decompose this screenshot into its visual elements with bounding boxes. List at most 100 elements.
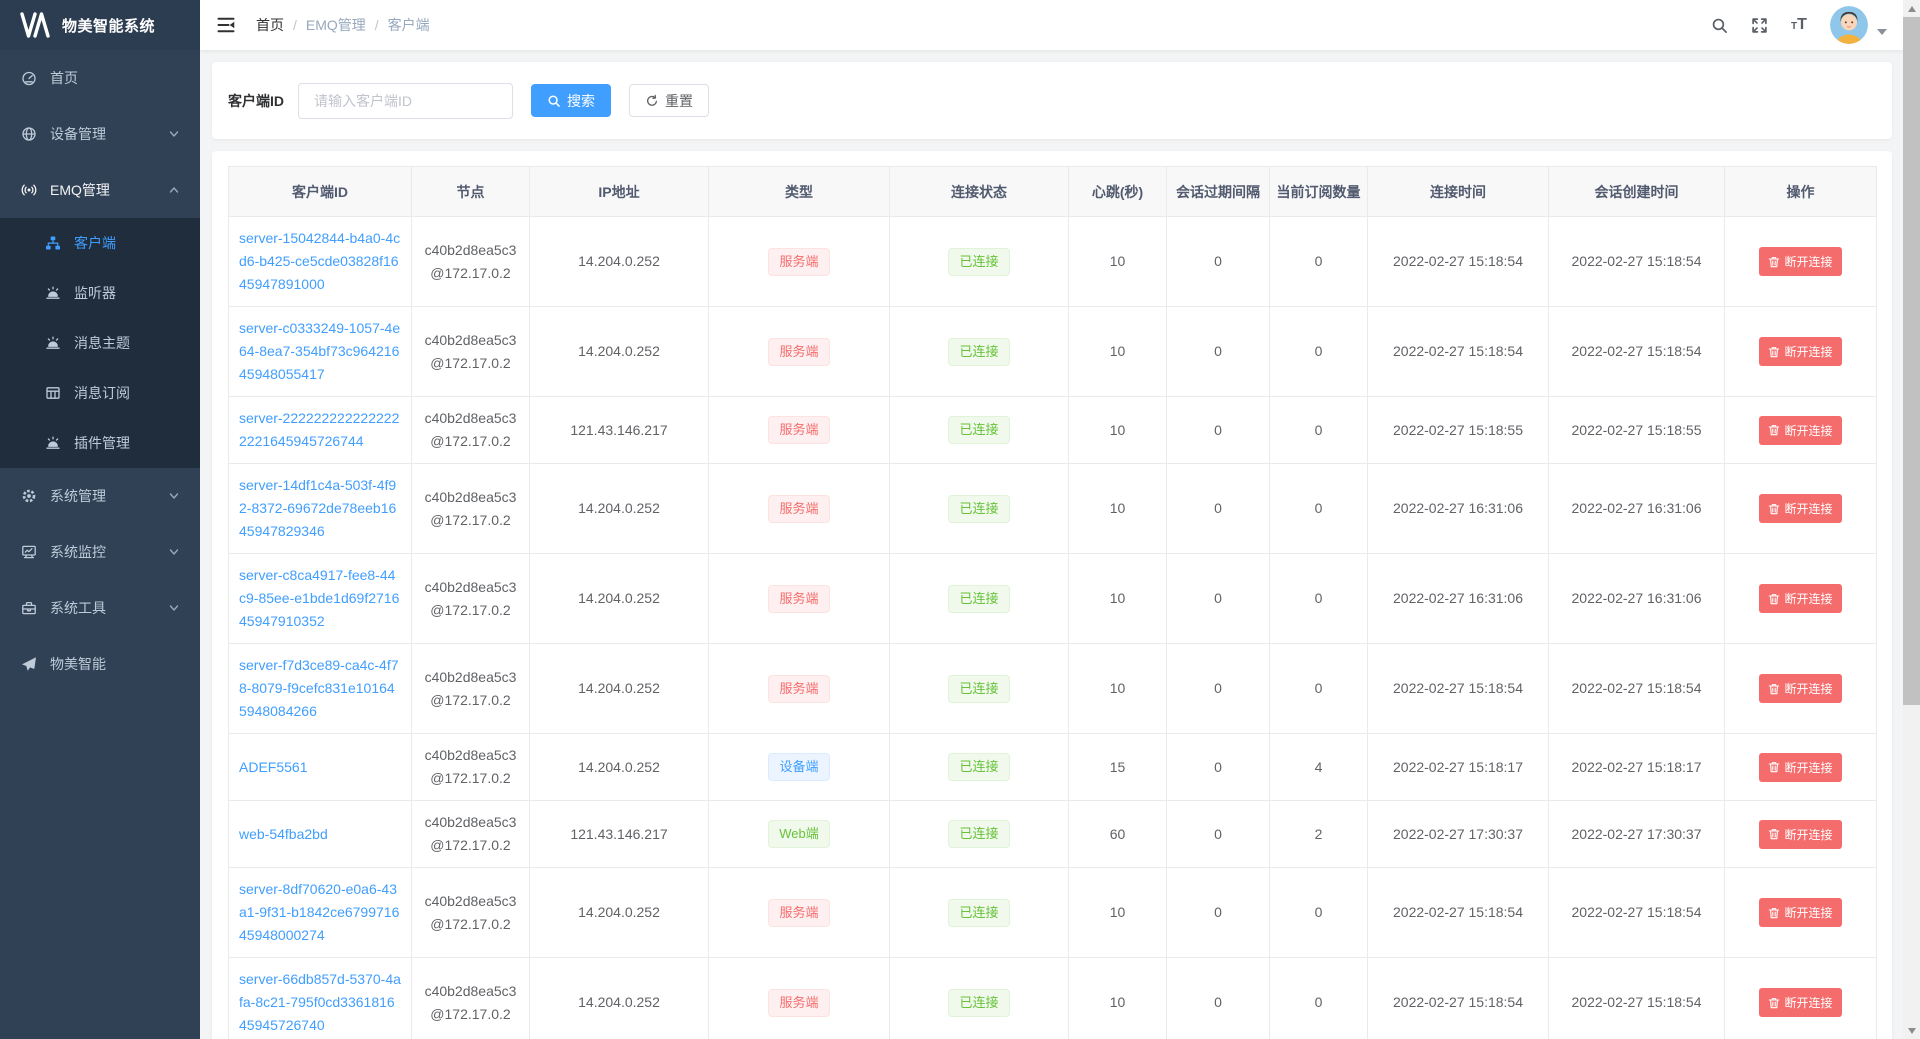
client-id-link[interactable]: web-54fba2bd: [239, 825, 328, 842]
status-badge: 已连接: [948, 247, 1010, 276]
session-created-cell: 2022-02-27 15:18:54: [1548, 216, 1725, 307]
avatar[interactable]: [1830, 6, 1868, 44]
heartbeat-cell: 10: [1068, 306, 1167, 397]
connected-at-cell: 2022-02-27 17:30:37: [1367, 800, 1549, 868]
chevron-down-icon: [168, 546, 180, 558]
heartbeat-cell: 10: [1068, 867, 1167, 958]
disconnect-label: 断开连接: [1784, 760, 1833, 775]
disconnect-button[interactable]: 断开连接: [1759, 674, 1842, 703]
chevron-down-icon: [168, 490, 180, 502]
heartbeat-cell: 10: [1068, 396, 1167, 464]
disconnect-button[interactable]: 断开连接: [1759, 247, 1842, 276]
type-badge: Web端: [768, 820, 830, 848]
connected-at-cell: 2022-02-27 16:31:06: [1367, 463, 1549, 554]
user-menu[interactable]: [1830, 6, 1887, 44]
trash-icon: [1769, 256, 1780, 267]
disconnect-button[interactable]: 断开连接: [1759, 337, 1842, 366]
disconnect-button[interactable]: 断开连接: [1759, 494, 1842, 523]
search-button[interactable]: 搜索: [531, 84, 611, 117]
disconnect-button[interactable]: 断开连接: [1759, 584, 1842, 613]
client-id-link[interactable]: server-8df70620-e0a6-43a1-9f31-b1842ce67…: [239, 881, 400, 943]
sidebar-item-label: 消息订阅: [74, 385, 130, 401]
column-header: 节点: [411, 166, 530, 217]
client-id-link[interactable]: server-14df1c4a-503f-4f92-8372-69672de78…: [239, 477, 397, 539]
sidebar-item-插件管理[interactable]: 插件管理: [0, 418, 200, 468]
subscriptions-cell: 0: [1269, 396, 1368, 464]
node-cell: c40b2d8ea5c3@172.17.0.2: [411, 643, 530, 734]
breadcrumb-separator: /: [293, 17, 297, 33]
search-icon[interactable]: [1702, 5, 1736, 45]
sidebar-item-系统管理[interactable]: 系统管理: [0, 468, 200, 524]
type-badge: 服务端: [768, 247, 830, 276]
status-badge: 已连接: [948, 337, 1010, 366]
breadcrumb-home[interactable]: 首页: [256, 17, 284, 33]
sidebar-item-系统监控[interactable]: 系统监控: [0, 524, 200, 580]
ip-cell: 14.204.0.252: [529, 867, 709, 958]
ip-cell: 14.204.0.252: [529, 306, 709, 397]
menu-fold-icon[interactable]: [216, 14, 238, 36]
page-scrollbar[interactable]: [1903, 0, 1920, 1039]
top-navbar: 首页 / EMQ管理 / 客户端 TT: [200, 0, 1903, 50]
sidebar-item-监听器[interactable]: 监听器: [0, 268, 200, 318]
sidebar-item-物美智能[interactable]: 物美智能: [0, 636, 200, 692]
client-id-link[interactable]: server-15042844-b4a0-4cd6-b425-ce5cde038…: [239, 230, 401, 292]
sidebar-item-label: 消息主题: [74, 335, 130, 351]
status-badge: 已连接: [948, 416, 1010, 444]
sitemap-icon: [44, 234, 62, 252]
disconnect-button[interactable]: 断开连接: [1759, 898, 1842, 927]
client-id-link[interactable]: server-66db857d-5370-4afa-8c21-795f0cd33…: [239, 971, 401, 1033]
scroll-up-arrow-icon[interactable]: [1903, 0, 1920, 17]
table-row: web-54fba2bd c40b2d8ea5c3@172.17.0.2 121…: [228, 800, 1877, 868]
session-expiry-cell: 0: [1166, 643, 1270, 734]
app-title: 物美智能系统: [62, 17, 156, 35]
app-logo[interactable]: 物美智能系统: [0, 0, 200, 50]
gear-icon: [20, 487, 38, 505]
client-id-link[interactable]: ADEF5561: [239, 758, 308, 775]
client-table-panel: 客户端ID 节点 IP地址 类型 连接状态 心跳(秒) 会话过期间隔 当前订阅数量 连接时间 会话…: [212, 151, 1892, 1039]
ip-cell: 14.204.0.252: [529, 733, 709, 801]
trash-icon: [1769, 762, 1780, 773]
table-row: server-c8ca4917-fee8-44c9-85ee-e1bde1d69…: [228, 553, 1877, 644]
status-badge: 已连接: [948, 584, 1010, 613]
subscriptions-cell: 0: [1269, 306, 1368, 397]
column-header: 会话过期间隔: [1166, 166, 1270, 217]
client-id-link[interactable]: server-2222222222222222221645945726744: [239, 410, 400, 449]
node-cell: c40b2d8ea5c3@172.17.0.2: [411, 800, 530, 868]
client-id-link[interactable]: server-f7d3ce89-ca4c-4f78-8079-f9cefc831…: [239, 657, 399, 719]
scrollbar-thumb[interactable]: [1903, 17, 1920, 705]
font-size-icon[interactable]: TT: [1791, 16, 1807, 33]
subscriptions-cell: 4: [1269, 733, 1368, 801]
scroll-down-arrow-icon[interactable]: [1903, 1022, 1920, 1039]
chevron-down-icon: [168, 602, 180, 614]
connected-at-cell: 2022-02-27 15:18:54: [1367, 216, 1549, 307]
session-created-cell: 2022-02-27 15:18:54: [1548, 867, 1725, 958]
session-expiry-cell: 0: [1166, 396, 1270, 464]
heartbeat-cell: 10: [1068, 957, 1167, 1039]
sidebar-item-消息主题[interactable]: 消息主题: [0, 318, 200, 368]
breadcrumb-emq[interactable]: EMQ管理: [305, 17, 366, 33]
table-row: ADEF5561 c40b2d8ea5c3@172.17.0.2 14.204.…: [228, 733, 1877, 801]
reset-button[interactable]: 重置: [629, 84, 709, 117]
sidebar-item-消息订阅[interactable]: 消息订阅: [0, 368, 200, 418]
connected-at-cell: 2022-02-27 15:18:17: [1367, 733, 1549, 801]
sidebar-item-首页[interactable]: 首页: [0, 50, 200, 106]
client-id-link[interactable]: server-c0333249-1057-4e64-8ea7-354bf73c9…: [239, 320, 401, 382]
table-row: server-66db857d-5370-4afa-8c21-795f0cd33…: [228, 957, 1877, 1039]
disconnect-button[interactable]: 断开连接: [1759, 415, 1842, 445]
client-id-link[interactable]: server-c8ca4917-fee8-44c9-85ee-e1bde1d69…: [239, 567, 400, 629]
node-cell: c40b2d8ea5c3@172.17.0.2: [411, 396, 530, 464]
globe-icon: [20, 125, 38, 143]
sidebar-item-设备管理[interactable]: 设备管理: [0, 106, 200, 162]
client-id-input[interactable]: [298, 82, 513, 119]
disconnect-button[interactable]: 断开连接: [1759, 988, 1842, 1017]
disconnect-label: 断开连接: [1784, 423, 1833, 438]
disconnect-button[interactable]: 断开连接: [1759, 752, 1842, 782]
refresh-icon: [647, 94, 658, 106]
ip-cell: 14.204.0.252: [529, 643, 709, 734]
disconnect-button[interactable]: 断开连接: [1759, 819, 1842, 849]
fullscreen-icon[interactable]: [1742, 5, 1776, 45]
sidebar-item-EMQ管理[interactable]: EMQ管理: [0, 162, 200, 218]
sidebar-item-系统工具[interactable]: 系统工具: [0, 580, 200, 636]
sidebar-item-客户端[interactable]: 客户端: [0, 218, 200, 268]
heartbeat-cell: 15: [1068, 733, 1167, 801]
